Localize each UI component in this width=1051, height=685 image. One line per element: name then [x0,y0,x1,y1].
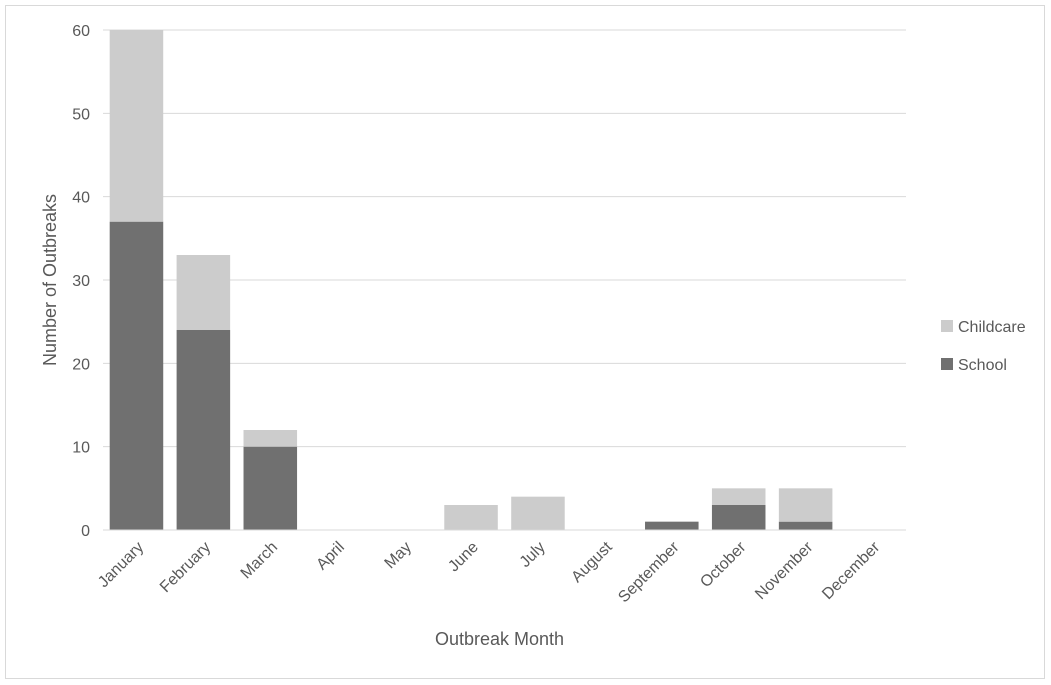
bar-school-october [711,505,766,530]
x-tick-label: January [95,539,147,591]
legend-label-childcare: Childcare [958,319,1026,336]
bar-school-january [109,221,164,530]
bar-school-march [243,446,298,530]
bar-childcare-october [711,488,766,505]
x-tick-label: December [819,538,884,603]
bars [109,30,833,530]
x-axis-ticks: January February March April May June July Augu… [95,538,884,606]
gridlines [103,29,906,448]
x-tick-label: August [568,538,616,586]
legend: Childcare School [941,319,1026,374]
y-tick-label: 60 [72,23,90,40]
y-axis-title: Number of Outbreaks [40,194,60,366]
x-tick-label: July [517,539,549,571]
bar-childcare-march [243,430,298,447]
x-tick-label: April [313,539,348,574]
legend-swatch-childcare [941,320,953,332]
x-tick-label: November [752,538,817,603]
bar-childcare-january [109,30,164,222]
bar-childcare-june [444,505,498,530]
y-tick-label: 20 [72,356,90,373]
x-tick-label: September [615,538,683,606]
y-tick-label: 0 [81,523,90,540]
y-tick-label: 10 [72,440,90,457]
bar-school-february [176,330,231,530]
y-tick-label: 50 [72,106,90,123]
x-tick-label: March [238,539,281,582]
bar-childcare-july [511,496,565,530]
y-tick-label: 30 [72,273,90,290]
bar-childcare-february [176,255,231,330]
x-tick-label: May [382,539,415,572]
y-axis-ticks: 0 10 20 30 40 50 60 [72,23,90,540]
legend-label-school: School [958,357,1007,374]
x-tick-label: October [697,538,750,591]
bar-school-november [778,521,833,530]
x-tick-label: June [445,539,482,576]
x-axis-title: Outbreak Month [435,629,564,649]
bar-school-september [645,521,699,530]
x-tick-label: February [157,539,214,596]
bar-childcare-november [778,488,833,522]
y-tick-label: 40 [72,190,90,207]
legend-swatch-school [941,358,953,370]
